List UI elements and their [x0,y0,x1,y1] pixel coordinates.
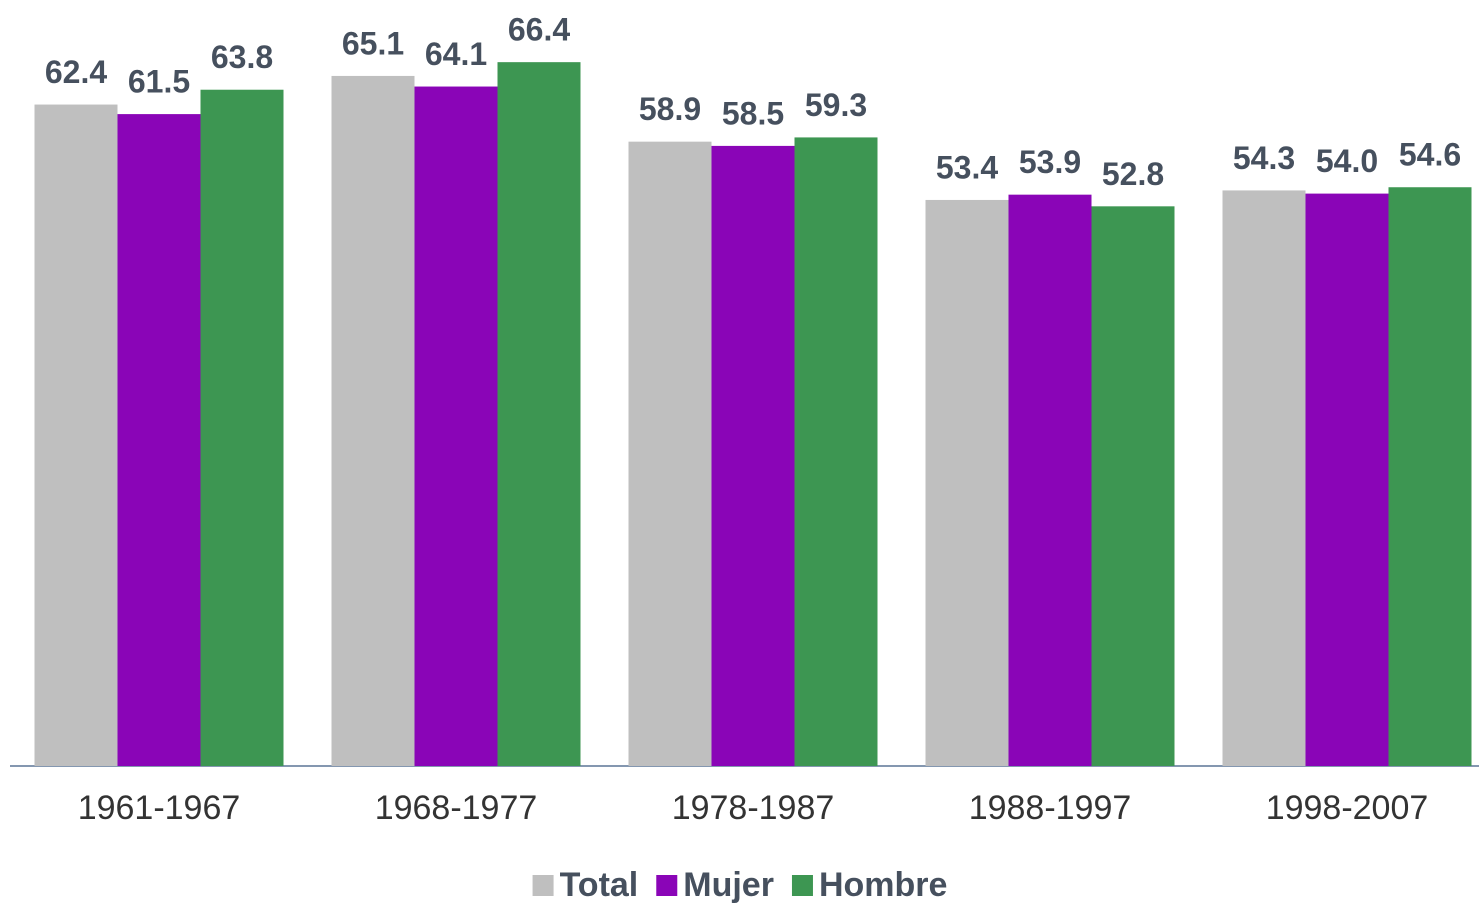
data-label: 52.8 [1102,156,1164,192]
data-label: 64.1 [425,36,487,72]
bar [1305,193,1389,767]
legend-label: Hombre [819,866,947,904]
bar [711,145,795,766]
bar [497,62,581,767]
legend: Total Mujer Hombre [532,866,947,904]
x-tick-label: 1968-1977 [375,789,538,827]
data-label: 61.5 [128,64,190,100]
data-label: 54.6 [1399,137,1461,173]
bar [117,114,201,767]
bar [331,75,415,766]
x-tick-label: 1978-1987 [672,789,835,827]
legend-swatch [791,875,813,896]
bar [1222,190,1306,767]
x-tick-label: 1998-2007 [1266,789,1429,827]
bar [1388,187,1472,767]
bar [200,89,284,767]
bar [34,104,118,766]
data-label: 58.5 [722,95,784,131]
data-label: 65.1 [342,25,404,61]
data-label: 54.3 [1233,140,1295,176]
data-label: 63.8 [211,39,273,75]
bar [794,137,878,767]
bar [414,86,498,767]
bar [1008,194,1092,766]
bar [925,199,1009,766]
legend-swatch [532,875,554,896]
bar [1091,206,1175,766]
data-label: 66.4 [508,12,570,48]
data-label: 54.0 [1316,143,1378,179]
data-label: 62.4 [45,54,107,90]
data-label: 53.4 [936,149,998,185]
legend-label: Mujer [683,866,774,904]
data-label: 53.9 [1019,144,1081,180]
legend-swatch [656,875,678,896]
bar [628,141,712,766]
data-label: 59.3 [805,87,867,123]
x-tick-label: 1961-1967 [78,789,241,827]
legend-label: Total [560,866,639,904]
data-label: 58.9 [639,91,701,127]
x-tick-label: 1988-1997 [969,789,1132,827]
